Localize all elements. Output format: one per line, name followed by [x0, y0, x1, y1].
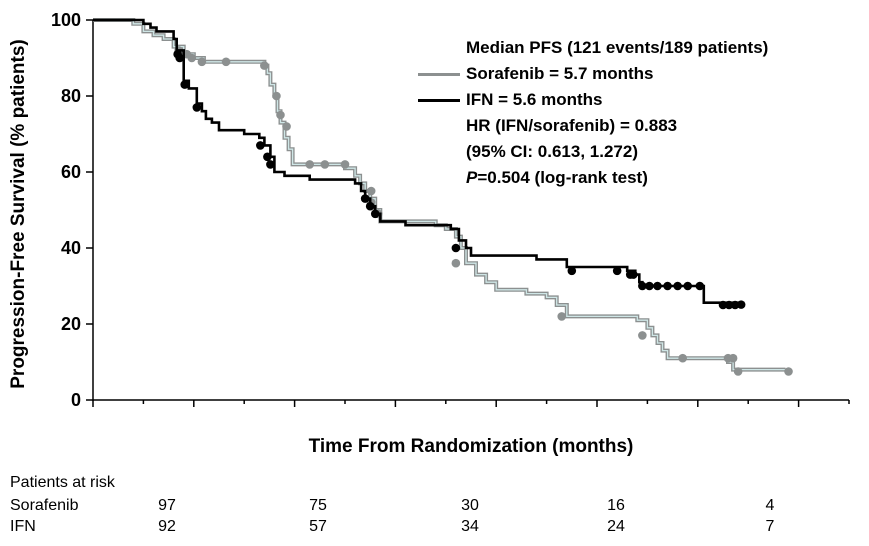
censor-mark-ifn-3 — [192, 103, 202, 112]
censor-mark-ifn-14 — [628, 270, 638, 279]
legend: Median PFS (121 events/189 patients) Sor… — [418, 35, 768, 191]
censor-mark-sorafenib-3 — [197, 57, 207, 67]
risk-row-name-ifn: IFN — [10, 518, 36, 535]
censor-mark-ifn-11 — [567, 266, 577, 276]
censor-mark-ifn-22 — [718, 300, 728, 310]
censor-mark-ifn-1 — [175, 53, 184, 63]
censor-mark-sorafenib-16 — [557, 312, 567, 321]
censor-mark-ifn-9 — [370, 209, 380, 219]
censor-mark-sorafenib-15 — [451, 258, 461, 268]
censor-mark-ifn-19 — [673, 281, 682, 291]
censor-mark-ifn-16 — [645, 281, 654, 291]
y-tick-label-80: 80 — [61, 86, 81, 106]
p-value-text: =0.504 (log-rank test) — [477, 168, 648, 187]
censor-mark-ifn-15 — [638, 281, 647, 291]
risk-value-ifn-2: 57 — [309, 518, 327, 535]
censor-mark-sorafenib-8 — [282, 122, 291, 131]
censor-mark-sorafenib-11 — [340, 160, 350, 169]
y-axis-label-container: Progression-Free Survival (% patients) — [2, 18, 36, 410]
hazard-ratio-text: HR (IFN/sorafenib) = 0.883 — [466, 116, 678, 135]
legend-swatch-sorafenib — [418, 73, 460, 77]
legend-item-ifn: IFN = 5.6 months — [418, 87, 768, 113]
risk-value-ifn-5: 7 — [765, 518, 775, 535]
censor-mark-sorafenib-6 — [272, 91, 281, 101]
censor-mark-ifn-25 — [736, 300, 746, 309]
y-tick-label-40: 40 — [61, 238, 81, 258]
confidence-interval-text: (95% CI: 0.613, 1.272) — [466, 142, 638, 161]
y-tick-label-60: 60 — [61, 162, 81, 182]
censor-mark-ifn-18 — [663, 281, 672, 291]
risk-value-ifn-3: 34 — [461, 518, 479, 535]
censor-mark-sorafenib-21 — [733, 367, 743, 376]
censor-mark-sorafenib-2 — [187, 53, 197, 63]
x-axis-label: Time From Randomization (months) — [308, 436, 634, 457]
censor-mark-ifn-4 — [256, 141, 265, 150]
censor-mark-sorafenib-7 — [276, 110, 285, 120]
risk-value-ifn-1: 92 — [158, 518, 176, 535]
series-sorafenib — [93, 18, 793, 376]
y-tick-label-20: 20 — [61, 314, 81, 334]
legend-item-sorafenib: Sorafenib = 5.7 months — [418, 61, 768, 87]
legend-ci-row: (95% CI: 0.613, 1.272) — [418, 139, 768, 165]
censor-mark-sorafenib-17 — [638, 331, 647, 340]
y-tick-label-0: 0 — [71, 390, 81, 410]
legend-heading-row: Median PFS (121 events/189 patients) — [418, 35, 768, 61]
legend-label-sorafenib: Sorafenib = 5.7 months — [466, 64, 654, 83]
censor-mark-sorafenib-10 — [320, 160, 330, 169]
legend-swatch-ifn — [418, 99, 460, 103]
censor-mark-ifn-6 — [266, 160, 275, 169]
censor-mark-sorafenib-20 — [728, 353, 738, 363]
censor-mark-ifn-10 — [451, 243, 461, 253]
censor-mark-ifn-8 — [365, 201, 375, 211]
series-line-ifn — [93, 18, 742, 304]
censor-mark-ifn-7 — [360, 194, 370, 203]
censor-mark-ifn-12 — [612, 266, 622, 276]
legend-hr-row: HR (IFN/sorafenib) = 0.883 — [418, 113, 768, 139]
risk-value-sorafenib-2: 75 — [309, 497, 327, 514]
y-axis-label: Progression-Free Survival (% patients) — [8, 39, 29, 389]
risk-value-ifn-4: 24 — [607, 518, 625, 535]
risk-row-name-sorafenib: Sorafenib — [10, 497, 79, 514]
censor-mark-sorafenib-5 — [260, 61, 269, 70]
p-value-symbol: P — [466, 168, 478, 187]
censor-mark-ifn-21 — [695, 281, 705, 291]
censor-mark-sorafenib-12 — [366, 186, 376, 196]
legend-heading: Median PFS (121 events/189 patients) — [466, 38, 769, 57]
chart-axes: 0 20 40 60 80 100 — [51, 10, 850, 410]
censor-mark-sorafenib-9 — [305, 160, 315, 169]
y-tick-label-100: 100 — [51, 10, 81, 30]
censor-mark-ifn-17 — [653, 281, 662, 291]
chart-series-layer — [93, 18, 793, 376]
risk-value-sorafenib-3: 30 — [461, 497, 479, 514]
censor-mark-sorafenib-4 — [221, 57, 231, 67]
legend-p-row: P=0.504 (log-rank test) — [418, 165, 768, 191]
censor-mark-sorafenib-22 — [784, 367, 793, 376]
censor-mark-ifn-5 — [263, 152, 272, 162]
legend-label-ifn: IFN = 5.6 months — [466, 90, 603, 109]
censor-mark-sorafenib-18 — [678, 353, 687, 363]
risk-table-title: Patients at risk — [10, 474, 115, 491]
censor-mark-ifn-20 — [683, 281, 693, 291]
censor-mark-ifn-23 — [724, 300, 734, 310]
risk-value-sorafenib-5: 4 — [765, 497, 775, 514]
risk-value-sorafenib-4: 16 — [607, 497, 625, 514]
risk-value-sorafenib-1: 97 — [158, 497, 176, 514]
series-ifn — [93, 18, 746, 310]
censor-mark-ifn-2 — [180, 80, 190, 89]
